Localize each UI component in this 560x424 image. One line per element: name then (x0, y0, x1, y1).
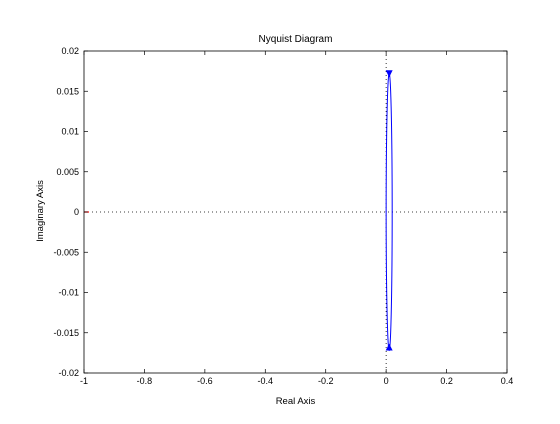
plot-area (84, 51, 507, 373)
nyquist-curve (385, 72, 393, 352)
y-tick-label: 0 (74, 207, 79, 217)
y-tick-label: 0.015 (56, 86, 79, 96)
x-tick-label: -1 (80, 376, 88, 386)
x-axis-title: Real Axis (276, 396, 316, 407)
x-tick-label: 0 (384, 376, 389, 386)
x-tick-label: -0.4 (258, 376, 274, 386)
x-tick-label: 0.4 (501, 376, 514, 386)
x-tick-label: -0.8 (137, 376, 153, 386)
x-tick-label: -0.2 (318, 376, 334, 386)
nyquist-arrow-down (385, 70, 393, 78)
nyquist-arrow-up (385, 343, 393, 351)
x-tick-label: -0.6 (197, 376, 213, 386)
x-tick-label: 0.2 (440, 376, 453, 386)
y-tick-label: -0.015 (53, 328, 79, 338)
y-tick-label: -0.02 (58, 368, 79, 378)
y-tick-label: -0.005 (53, 247, 79, 257)
y-tick-label: 0.02 (61, 46, 79, 56)
y-tick-label: 0.005 (56, 167, 79, 177)
y-axis-title: Imaginary Axis (35, 180, 46, 242)
chart-title: Nyquist Diagram (259, 34, 333, 45)
y-tick-label: 0.01 (61, 127, 79, 137)
y-tick-label: -0.01 (58, 288, 79, 298)
